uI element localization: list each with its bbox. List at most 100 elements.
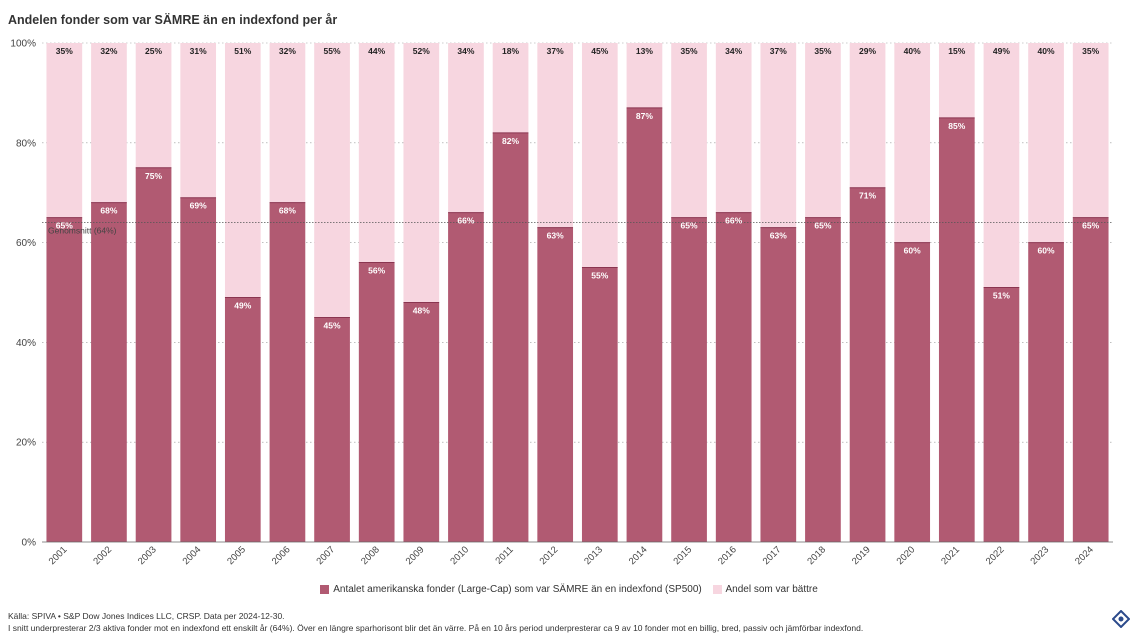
bar-worse — [46, 217, 83, 542]
legend-label-worse: Antalet amerikanska fonder (Large-Cap) s… — [333, 584, 702, 595]
bar-better — [135, 43, 172, 168]
data-label-worse: 45% — [324, 320, 341, 330]
footer-note: I snitt underpresterar 2/3 aktiva fonder… — [8, 623, 864, 633]
x-tick-label: 2007 — [314, 544, 337, 567]
stacked-bar-chart: Genomsnitt (64%) 65% 35% 68% 32% 75% 25% 69% 31… — [10, 39, 1113, 567]
data-label-worse: 82% — [502, 136, 519, 146]
data-label-worse: 63% — [770, 231, 787, 241]
y-tick-label: 80% — [16, 138, 36, 149]
average-label: Genomsnitt (64%) — [48, 226, 117, 236]
bar-worse — [581, 267, 618, 542]
bar-better — [938, 43, 975, 118]
legend-label-better: Andel som var bättre — [725, 584, 818, 595]
bar-worse — [314, 317, 350, 542]
x-tick-label: 2021 — [939, 544, 962, 567]
legend-item-worse[interactable]: Antalet amerikanska fonder (Large-Cap) s… — [320, 584, 702, 595]
data-label-worse: 66% — [457, 216, 474, 226]
x-tick-label: 2017 — [761, 544, 784, 567]
chart-title: Andelen fonder som var SÄMRE än en index… — [8, 13, 338, 27]
bar-worse — [537, 227, 574, 542]
bar-better — [760, 43, 797, 228]
diamond-logo-icon — [1112, 610, 1130, 628]
x-tick-label: 2008 — [359, 544, 382, 567]
x-tick-label: 2014 — [627, 544, 650, 567]
bar-worse — [1072, 217, 1109, 542]
bar-better — [849, 43, 886, 188]
bar-worse — [448, 212, 484, 542]
data-label-worse: 75% — [145, 171, 162, 181]
bar-worse — [1028, 242, 1064, 542]
bar-worse — [626, 107, 663, 543]
bar-worse — [358, 262, 395, 542]
bar-better — [492, 43, 529, 133]
bar-better — [805, 43, 841, 218]
y-tick-label: 20% — [16, 438, 36, 449]
data-label-worse: 48% — [413, 305, 430, 315]
data-label-better: 35% — [56, 46, 73, 56]
bar-better — [581, 43, 618, 268]
data-label-better: 34% — [725, 46, 742, 56]
data-label-better: 35% — [681, 46, 698, 56]
bar-better — [224, 43, 261, 298]
x-tick-label: 2016 — [716, 544, 739, 567]
bar-worse — [983, 287, 1020, 542]
bar-worse — [715, 212, 752, 542]
data-label-worse: 65% — [681, 221, 698, 231]
data-label-better: 40% — [904, 46, 921, 56]
bar-worse — [91, 202, 127, 542]
bar-better — [715, 43, 752, 213]
x-tick-label: 2002 — [91, 544, 114, 567]
data-label-worse: 51% — [993, 291, 1010, 301]
data-label-worse: 65% — [814, 221, 831, 231]
data-label-worse: 87% — [636, 111, 653, 121]
x-tick-label: 2005 — [225, 544, 248, 567]
bar-better — [626, 43, 663, 108]
data-label-better: 55% — [324, 46, 341, 56]
bar-better — [1028, 43, 1064, 243]
data-label-worse: 65% — [1082, 221, 1099, 231]
data-label-worse: 56% — [368, 266, 385, 276]
average-layer: Genomsnitt (64%) — [42, 222, 1113, 236]
bar-worse — [760, 227, 797, 542]
grid-layer — [42, 42, 1113, 443]
data-label-worse: 60% — [904, 246, 921, 256]
data-label-worse: 55% — [591, 271, 608, 281]
bar-better — [403, 43, 440, 303]
legend-swatch-better — [712, 585, 722, 594]
data-label-better: 51% — [234, 46, 251, 56]
data-label-better: 45% — [591, 46, 608, 56]
bar-better — [46, 43, 83, 218]
data-label-better: 49% — [993, 46, 1010, 56]
bars-layer — [46, 43, 1109, 543]
data-label-worse: 68% — [279, 206, 296, 216]
data-label-better: 15% — [948, 46, 965, 56]
bar-worse — [180, 197, 217, 542]
data-label-better: 40% — [1038, 46, 1055, 56]
legend: Antalet amerikanska fonder (Large-Cap) s… — [0, 584, 1138, 597]
data-label-better: 44% — [368, 46, 385, 56]
labels-layer: 65% 35% 68% 32% 75% 25% 69% 31% 49% 51% 68% 32% 45% 5… — [56, 46, 1100, 330]
x-tick-label: 2024 — [1073, 544, 1096, 567]
bar-better — [91, 43, 127, 203]
data-label-worse: 65% — [56, 221, 73, 231]
bar-better — [269, 43, 306, 203]
bar-worse — [224, 297, 261, 542]
data-label-better: 35% — [1082, 46, 1099, 56]
data-label-worse: 71% — [859, 191, 876, 201]
legend-item-better[interactable]: Andel som var bättre — [712, 584, 818, 595]
y-tick-label: 40% — [16, 338, 36, 349]
data-label-better: 37% — [547, 46, 564, 56]
bar-better — [358, 43, 395, 263]
data-label-worse: 68% — [100, 206, 117, 216]
data-label-better: 25% — [145, 46, 162, 56]
y-tick-label: 0% — [22, 538, 37, 549]
x-tick-label: 2019 — [850, 544, 873, 567]
data-label-better: 35% — [814, 46, 831, 56]
data-label-better: 18% — [502, 46, 519, 56]
data-label-better: 32% — [279, 46, 296, 56]
x-tick-label: 2010 — [448, 544, 471, 567]
x-tick-label: 2011 — [493, 544, 515, 566]
x-tick-label: 2022 — [984, 544, 1007, 567]
data-label-better: 13% — [636, 46, 653, 56]
x-tick-label: 2023 — [1028, 544, 1051, 567]
